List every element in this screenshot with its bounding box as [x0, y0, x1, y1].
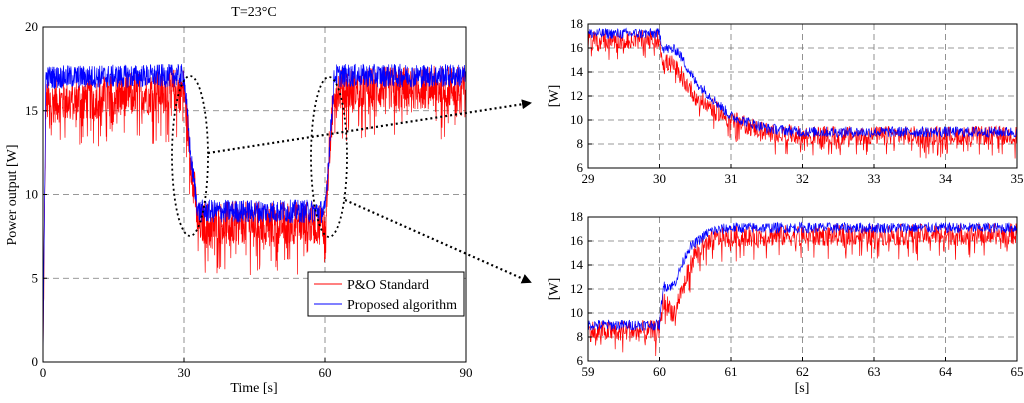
- main-ytick-label-20: 20: [25, 19, 38, 34]
- main-ytick-label-5: 5: [32, 270, 39, 285]
- top-xtick-label-31: 31: [725, 171, 738, 186]
- bot-ytick-label-6: 6: [577, 353, 584, 368]
- bot-xtick-label-59: 59: [582, 364, 595, 379]
- callout-arrow-top: [207, 99, 532, 155]
- main-xtick-label-30: 30: [178, 365, 191, 380]
- top-xtick-label-35: 35: [1011, 171, 1024, 186]
- legend-label-po: P&O Standard: [347, 278, 429, 293]
- top-xtick-label-29: 29: [582, 171, 595, 186]
- bot-xtick-label-61: 61: [725, 364, 738, 379]
- top-ytick-label-18: 18: [570, 16, 583, 31]
- top-ytick-label-6: 6: [577, 160, 584, 175]
- bot-xtick-label-62: 62: [796, 364, 809, 379]
- main-xtick-label-0: 0: [40, 365, 47, 380]
- top-ytick-label-10: 10: [570, 112, 583, 127]
- top-series-po-standard: [588, 29, 1017, 159]
- top-ytick-label-16: 16: [570, 40, 584, 55]
- main-xlabel: Time [s]: [230, 381, 277, 396]
- zoom-bottom-chart: 59 60 61 62 63 64 65 6 8 10 12 14 16 18 [W] [s]: [547, 209, 1024, 396]
- top-ytick-label-12: 12: [570, 88, 583, 103]
- top-series-proposed: [588, 27, 1017, 139]
- top-xtick-label-32: 32: [796, 171, 809, 186]
- main-title: T=23°C: [231, 5, 276, 20]
- legend-label-proposed: Proposed algorithm: [347, 298, 457, 313]
- top-ytick-label-14: 14: [570, 64, 584, 79]
- zoom-bottom-series: [588, 221, 1017, 357]
- main-xtick-label-60: 60: [319, 365, 332, 380]
- main-ylabel: Power output [W]: [5, 144, 20, 245]
- callout-arrow-bottom: [344, 198, 532, 284]
- callout-ellipse-rise: [310, 76, 348, 238]
- zoom-top-ticks: 29 30 31 32 33 34 35 6 8 10 12 14 16 18: [570, 16, 1024, 186]
- zoom-top-ylabel: [W]: [547, 85, 562, 108]
- main-series-po-standard: [43, 65, 466, 356]
- top-xtick-label-34: 34: [939, 171, 953, 186]
- bot-ytick-label-14: 14: [570, 257, 584, 272]
- zoom-bottom-ylabel: [W]: [547, 278, 562, 301]
- top-xtick-label-33: 33: [868, 171, 881, 186]
- bot-xtick-label-64: 64: [939, 364, 953, 379]
- bot-ytick-label-10: 10: [570, 305, 583, 320]
- main-chart: T=23°C 0 30 60 90 0 5 10 15 20 Time [s] Power ou…: [5, 5, 473, 396]
- bot-ytick-label-16: 16: [570, 233, 584, 248]
- top-ytick-label-8: 8: [577, 136, 584, 151]
- bot-series-proposed: [588, 221, 1017, 331]
- main-ytick-label-0: 0: [32, 354, 39, 369]
- zoom-bottom-xlabel: [s]: [795, 381, 810, 396]
- legend: P&O Standard Proposed algorithm: [307, 271, 465, 317]
- main-ytick-label-15: 15: [25, 103, 38, 118]
- legend-box: [307, 271, 465, 317]
- main-xtick-label-90: 90: [460, 365, 473, 380]
- main-series: [43, 63, 466, 362]
- main-ticks: 0 30 60 90 0 5 10 15 20: [25, 19, 473, 380]
- zoom-top-grid: [588, 24, 1017, 168]
- bot-ytick-label-12: 12: [570, 281, 583, 296]
- zoom-top-chart: 29 30 31 32 33 34 35 6 8 10 12 14 16 18 [W]: [547, 16, 1024, 186]
- main-series-proposed: [43, 63, 466, 362]
- top-xtick-label-30: 30: [653, 171, 666, 186]
- zoom-bottom-grid: [588, 217, 1017, 361]
- bot-ytick-label-18: 18: [570, 209, 583, 224]
- zoom-bottom-ticks: 59 60 61 62 63 64 65 6 8 10 12 14 16 18: [570, 209, 1024, 379]
- zoom-top-series: [588, 27, 1017, 159]
- bot-xtick-label-65: 65: [1011, 364, 1024, 379]
- main-ytick-label-10: 10: [25, 187, 38, 202]
- callout-ellipse-drop: [171, 75, 209, 237]
- bot-ytick-label-8: 8: [577, 329, 584, 344]
- bot-xtick-label-60: 60: [653, 364, 666, 379]
- bot-xtick-label-63: 63: [868, 364, 881, 379]
